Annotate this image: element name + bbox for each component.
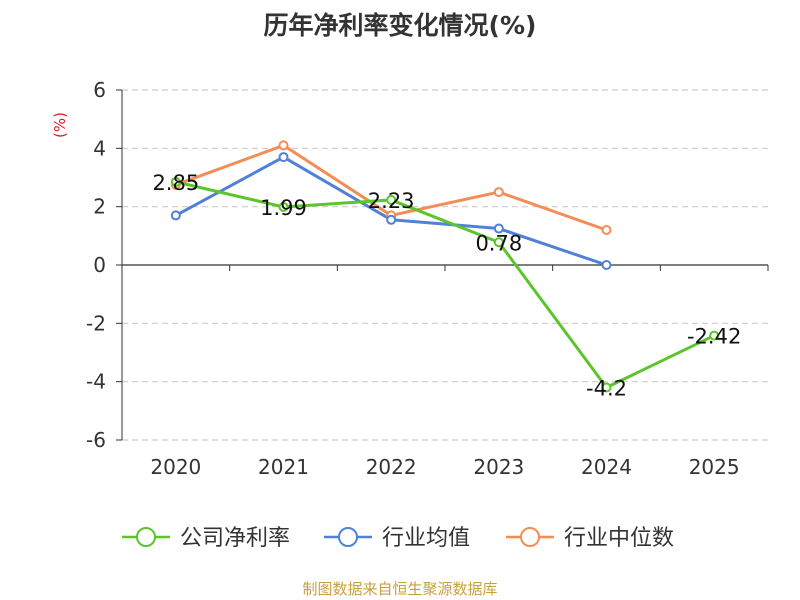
y-tick-label: 0 [93,253,106,277]
y-tick-label: 2 [93,195,106,219]
y-tick-label: -2 [86,311,106,335]
data-point [278,201,289,212]
data-label: 2.85 [152,171,199,195]
y-tick-label: 6 [93,78,106,102]
legend-marker [136,527,156,547]
data-point [601,225,612,235]
data-point [709,330,720,341]
y-tick-label: -4 [86,370,106,394]
x-tick-label: 2021 [258,455,309,479]
legend-label: 行业均值 [382,526,470,551]
y-axis-label: (%) [51,112,69,138]
data-source-note: 制图数据来自恒生聚源数据库 [302,580,498,598]
y-tick-label: 4 [93,136,106,160]
data-point [493,223,504,234]
data-label: 2.23 [368,189,415,213]
x-tick-label: 2020 [150,455,201,479]
legend-label: 公司净利率 [180,526,290,551]
data-point [278,152,289,163]
data-point [493,237,504,248]
data-point [386,194,397,205]
data-label: 0.78 [475,231,522,255]
x-tick-label: 2023 [473,455,524,479]
data-label: -2.42 [687,325,741,349]
data-label: -4.2 [586,377,627,401]
data-point [278,140,289,151]
legend-label: 行业中位数 [564,526,674,551]
chart-title: 历年净利率变化情况(%) [263,11,537,40]
data-label: 1.99 [260,196,307,220]
x-tick-label: 2025 [689,455,740,479]
legend-marker [520,527,540,547]
x-tick-label: 2022 [366,455,417,479]
x-tick-label: 2024 [581,455,632,479]
legend-marker [338,527,358,547]
data-point [170,210,181,221]
y-tick-label: -6 [86,428,106,452]
data-point [601,260,612,270]
data-point [601,382,612,393]
data-point [493,187,504,198]
data-point [386,214,397,225]
series-line-0 [175,180,715,389]
data-point [170,176,181,187]
